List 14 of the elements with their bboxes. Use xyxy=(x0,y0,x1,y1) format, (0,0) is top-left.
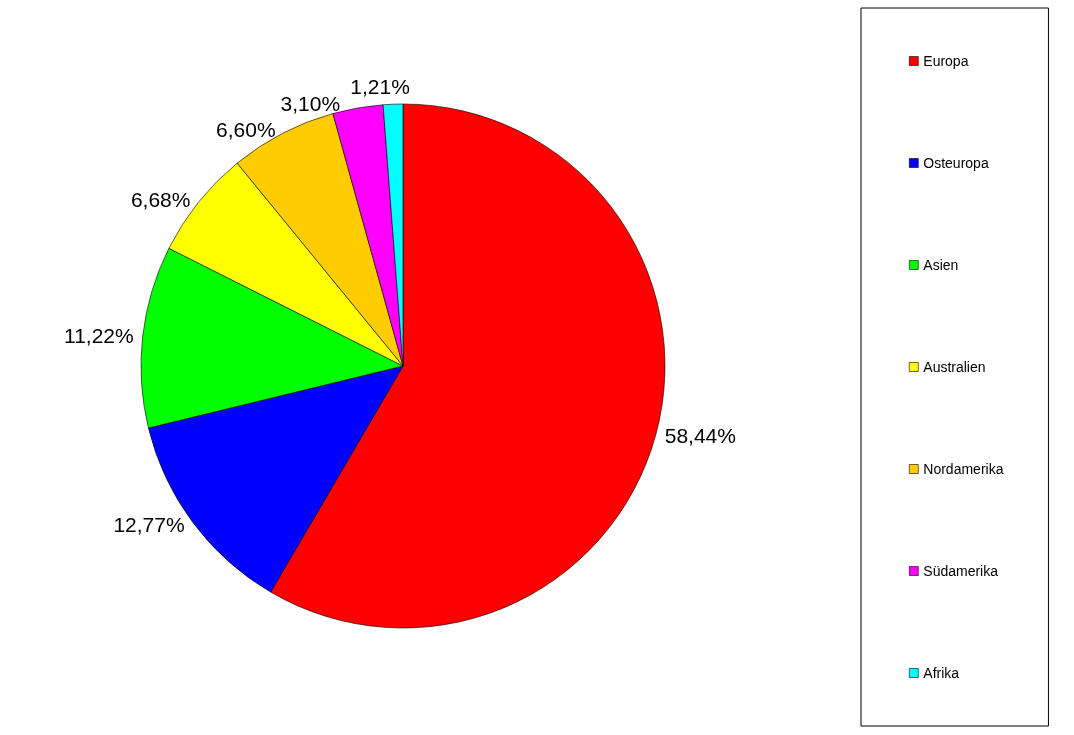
legend-label: Nordamerika xyxy=(923,461,1004,477)
data-label: 12,77% xyxy=(113,513,185,537)
data-label: 6,68% xyxy=(130,188,191,212)
legend-label: Europa xyxy=(923,53,969,69)
data-label: 1,21% xyxy=(350,74,410,98)
legend-label: Afrika xyxy=(923,665,960,681)
data-label: 6,60% xyxy=(216,118,276,142)
legend-label: Osteuropa xyxy=(923,155,989,171)
data-label: 58,44% xyxy=(664,424,736,448)
legend-label: Asien xyxy=(923,257,959,273)
legend-label: Australien xyxy=(923,359,986,375)
data-label: 3,10% xyxy=(280,92,341,116)
legend-label: Südamerika xyxy=(923,563,999,579)
data-label: 11,22% xyxy=(64,324,134,348)
